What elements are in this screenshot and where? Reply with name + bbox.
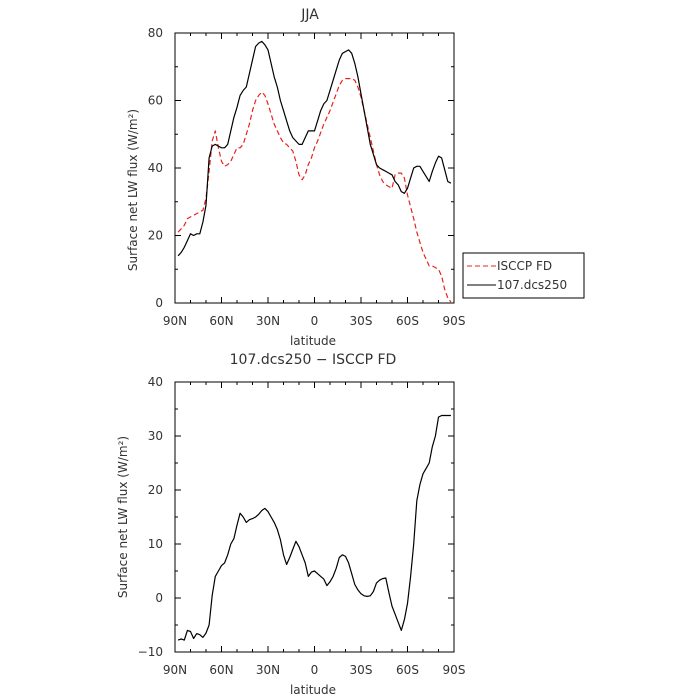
bottom-y-tick-labels: −10 0 10 20 30 40	[138, 375, 163, 659]
x-tick-label: 60S	[396, 314, 419, 328]
legend: ISCCP FD 107.dcs250	[462, 252, 585, 299]
bottom-y-axis-title: Surface net LW flux (W/m²)	[116, 436, 130, 598]
bottom-axis-ticks	[174, 381, 455, 653]
top-x-tick-labels: 90N 60N 30N 0 30S 60S 90S	[163, 314, 466, 328]
x-tick-label: 90N	[163, 663, 187, 677]
x-tick-label: 60N	[209, 663, 233, 677]
x-tick-label: 30N	[256, 663, 280, 677]
top-series-line-0	[177, 77, 452, 303]
x-tick-label: 60S	[396, 663, 419, 677]
top-series-line-1	[177, 40, 452, 257]
bottom-x-tick-labels: 90N 60N 30N 0 30S 60S 90S	[163, 663, 466, 677]
x-tick-label: 30S	[350, 663, 373, 677]
y-tick-label: 40	[148, 375, 163, 389]
top-y-axis-title: Surface net LW flux (W/m²)	[126, 109, 140, 271]
top-plot-frame	[174, 32, 455, 304]
y-tick-label: 0	[155, 591, 163, 605]
y-tick-label: 20	[148, 483, 163, 497]
y-tick-label: 10	[148, 537, 163, 551]
legend-label-isccp: ISCCP FD	[497, 259, 552, 273]
bottom-x-axis-title: latitude	[290, 683, 336, 697]
y-tick-label: −10	[138, 645, 163, 659]
top-x-axis-title: latitude	[290, 334, 336, 348]
legend-label-model: 107.dcs250	[497, 278, 567, 292]
top-y-tick-labels: 0 20 40 60 80	[148, 26, 163, 310]
top-chart-panel: JJA 90N 60N 30N 0 30S 60S 90S 0 20 40 60 80 latitu…	[126, 7, 465, 348]
bottom-plot-frame	[174, 381, 455, 653]
bottom-chart-title: 107.dcs250 − ISCCP FD	[230, 352, 397, 368]
top-axis-ticks	[174, 32, 455, 304]
y-tick-label: 20	[148, 229, 163, 243]
x-tick-label: 30N	[256, 314, 280, 328]
top-series-lines	[177, 40, 452, 303]
legend-box	[462, 252, 585, 299]
x-tick-label: 0	[311, 314, 319, 328]
x-tick-label: 90N	[163, 314, 187, 328]
y-tick-label: 30	[148, 429, 163, 443]
x-tick-label: 90S	[443, 314, 466, 328]
y-tick-label: 60	[148, 94, 163, 108]
bottom-series-lines	[177, 414, 451, 641]
y-tick-label: 40	[148, 161, 163, 175]
bottom-series-line-0	[177, 414, 451, 641]
x-tick-label: 60N	[209, 314, 233, 328]
bottom-chart-panel: 107.dcs250 − ISCCP FD 90N 60N 30N 0 30S 60S 90…	[116, 352, 465, 697]
x-tick-label: 90S	[443, 663, 466, 677]
x-tick-label: 0	[311, 663, 319, 677]
x-tick-label: 30S	[350, 314, 373, 328]
top-chart-title: JJA	[300, 7, 319, 23]
y-tick-label: 0	[155, 296, 163, 310]
y-tick-label: 80	[148, 26, 163, 40]
